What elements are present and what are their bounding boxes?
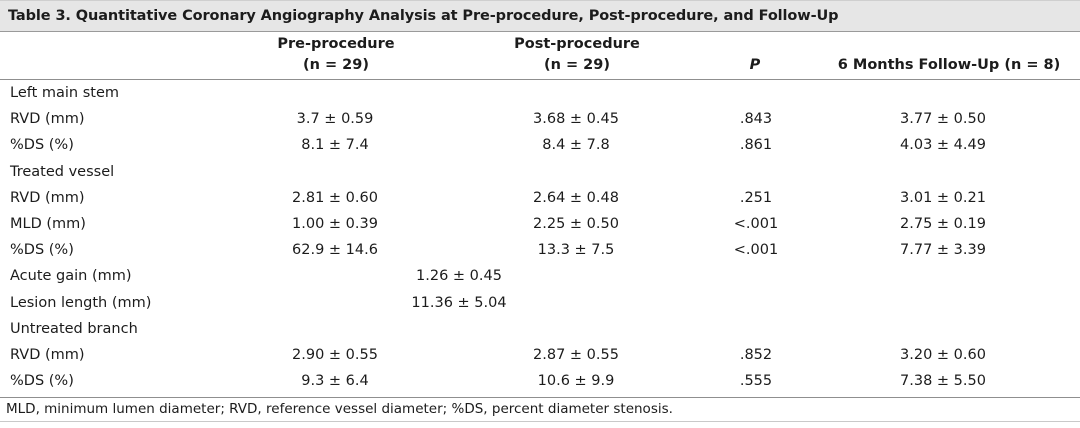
cell-follow: 3.20 ± 0.60 <box>900 347 986 363</box>
cell-follow: 7.38 ± 5.50 <box>900 373 986 390</box>
cell-pre: 62.9 ± 14.6 <box>292 242 378 259</box>
table-row: Treated vessel <box>0 159 1080 185</box>
cell-pre: 3.7 ± 0.59 <box>296 111 374 128</box>
cell-mid: 11.36 ± 5.04 <box>411 294 507 311</box>
cell-p: <.001 <box>733 216 779 232</box>
cell-pre: 2.90 ± 0.55 <box>292 347 378 363</box>
cell-post: 10.6 ± 9.9 <box>537 373 615 390</box>
table-row: Lesion length (mm) 11.36 ± 5.04 <box>0 290 1080 316</box>
table-row: Untreated branch <box>0 316 1080 342</box>
cell-post: 2.25 ± 0.50 <box>533 216 619 232</box>
cell-follow: 4.03 ± 4.49 <box>900 137 986 154</box>
header-post-procedure: Post-procedure (n = 29) <box>508 34 646 76</box>
header-post-line1: Post-procedure <box>514 36 640 52</box>
header-divider <box>0 79 1080 80</box>
cell-pre: 2.81 ± 0.60 <box>292 189 378 206</box>
table-footnote: MLD, minimum lumen diameter; RVD, refere… <box>6 401 673 417</box>
cell-post: 2.87 ± 0.55 <box>533 347 619 363</box>
cell-p: <.001 <box>733 242 779 259</box>
cell-pre: 9.3 ± 6.4 <box>301 373 369 390</box>
row-label: RVD (mm) <box>10 189 85 206</box>
header-follow-up: 6 Months Follow-Up (n = 8) <box>837 57 1061 73</box>
table-title: Table 3. Quantitative Coronary Angiograp… <box>8 8 839 24</box>
header-pre-procedure: Pre-procedure (n = 29) <box>274 34 398 76</box>
header-p-value: P <box>749 57 761 73</box>
table-row: RVD (mm) 2.81 ± 0.60 2.64 ± 0.48 .251 3.01 ±… <box>0 185 1080 211</box>
cell-follow: 3.01 ± 0.21 <box>900 189 986 206</box>
row-label: Lesion length (mm) <box>10 294 152 311</box>
cell-p: .852 <box>739 347 773 363</box>
table-row: %DS (%) 8.1 ± 7.4 8.4 ± 7.8 .861 4.03 ± 4.49 <box>0 132 1080 158</box>
cell-pre: 1.00 ± 0.39 <box>292 216 378 232</box>
table-title-bar: Table 3. Quantitative Coronary Angiograp… <box>0 0 1080 32</box>
header-post-line2: (n = 29) <box>543 57 610 73</box>
row-label: RVD (mm) <box>10 347 85 363</box>
cell-post: 3.68 ± 0.45 <box>533 111 619 128</box>
cell-post: 13.3 ± 7.5 <box>537 242 615 259</box>
table-bottom-divider <box>0 397 1080 398</box>
row-label: %DS (%) <box>10 137 74 154</box>
row-label: %DS (%) <box>10 242 74 259</box>
table-row: Acute gain (mm) 1.26 ± 0.45 <box>0 263 1080 289</box>
cell-p: .555 <box>739 373 773 390</box>
cell-pre: 8.1 ± 7.4 <box>301 137 369 154</box>
table-row: MLD (mm) 1.00 ± 0.39 2.25 ± 0.50 <.001 2.75 … <box>0 211 1080 237</box>
header-pre-line2: (n = 29) <box>302 57 369 73</box>
row-label: RVD (mm) <box>10 111 85 128</box>
cell-post: 2.64 ± 0.48 <box>533 189 619 206</box>
table-row: Left main stem <box>0 80 1080 106</box>
cell-p: .251 <box>739 189 773 206</box>
row-label: Untreated branch <box>10 320 138 337</box>
cell-follow: 7.77 ± 3.39 <box>900 242 986 259</box>
cell-p: .861 <box>739 137 773 154</box>
cell-follow: 3.77 ± 0.50 <box>900 111 986 128</box>
table-row: %DS (%) 9.3 ± 6.4 10.6 ± 9.9 .555 7.38 ± 5.5… <box>0 368 1080 394</box>
footnote-divider <box>0 421 1080 422</box>
table-row: RVD (mm) 3.7 ± 0.59 3.68 ± 0.45 .843 3.77 ± … <box>0 106 1080 132</box>
row-label: Left main stem <box>10 85 120 101</box>
row-label: Treated vessel <box>10 163 115 180</box>
cell-post: 8.4 ± 7.8 <box>542 137 610 154</box>
cell-follow: 2.75 ± 0.19 <box>900 216 986 232</box>
header-pre-line1: Pre-procedure <box>277 36 395 52</box>
table-row: RVD (mm) 2.90 ± 0.55 2.87 ± 0.55 .852 3.20 ±… <box>0 342 1080 368</box>
row-label: MLD (mm) <box>10 216 86 232</box>
row-label: %DS (%) <box>10 373 74 390</box>
cell-p: .843 <box>739 111 773 128</box>
row-label: Acute gain (mm) <box>10 268 132 285</box>
cell-mid: 1.26 ± 0.45 <box>416 268 502 285</box>
table-row: %DS (%) 62.9 ± 14.6 13.3 ± 7.5 <.001 7.77 ± … <box>0 237 1080 263</box>
